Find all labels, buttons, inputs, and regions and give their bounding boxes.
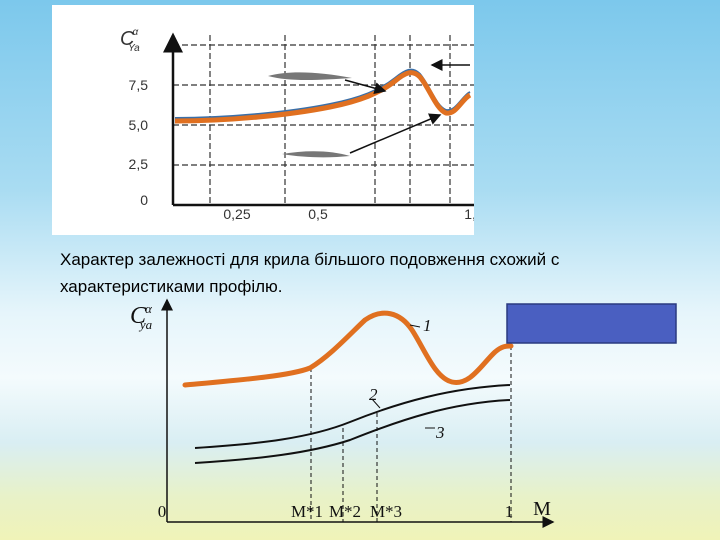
bottom-figure: Cα ya 1 2 3 0 M*1 M*2 M*3 1 M [130,298,555,528]
curve-label: 1 [423,316,432,335]
x-tick-label: M*3 [370,502,402,521]
x-label: M [533,498,551,520]
x-tick-label: 1 [505,502,514,521]
y-label-main: C [130,303,147,329]
x-tick-label: M*1 [291,502,323,521]
y-tick-label: 7,5 [129,77,149,93]
y-label-main: C [120,28,135,50]
x-tick-label: M*2 [329,502,361,521]
x-tick-label: 0,5 [308,206,328,222]
y-label-super: α [132,27,138,38]
y-label-sub: Ya [128,43,140,54]
x-tick-label: 1,0 [464,206,484,222]
y-label-sub: ya [138,317,153,332]
caption: Характер залежності для крила більшого п… [60,250,560,296]
y-tick-label: 2,5 [129,156,149,172]
x-tick-label: 0,25 [223,206,250,222]
x-tick-label: 0 [158,502,167,521]
y-tick-label: 0 [140,192,148,208]
y-label: Cα ya [130,301,153,332]
curve-label: 2 [369,385,378,404]
y-label-super: α [145,301,153,316]
curve-label: 3 [435,423,445,442]
y-label: Cα Ya [120,27,140,54]
y-tick-label: 5,0 [129,117,149,133]
top-figure: Cα Ya 7,5 5,0 2,5 0 0,25 0,5 1,0 [52,5,484,235]
blue-box [506,303,677,344]
